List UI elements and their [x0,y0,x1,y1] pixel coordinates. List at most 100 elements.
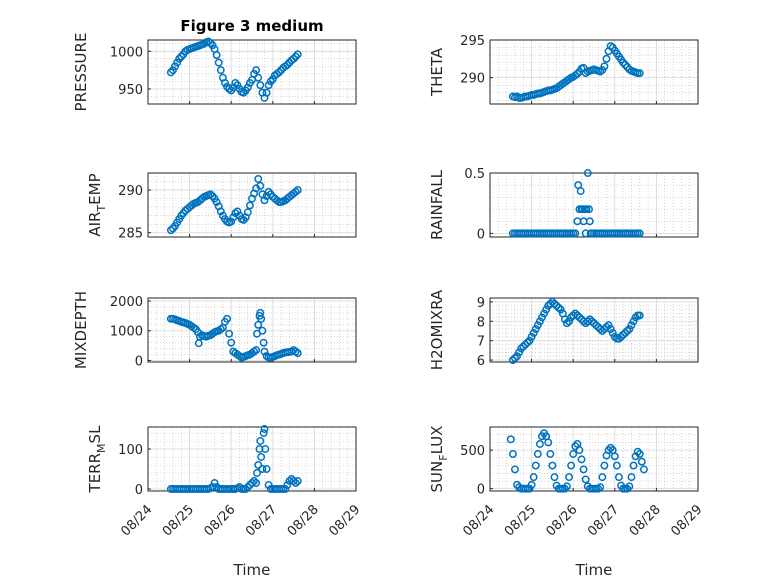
data-point [608,328,617,337]
data-point [563,319,571,328]
data-point [216,66,225,75]
y-axis-label-subscript: M [95,443,108,453]
data-point [542,305,551,314]
data-point [577,455,586,464]
data-point [291,52,300,61]
y-tick-label: 0 [477,227,485,242]
x-tick-label: 08/26 [202,502,239,539]
data-point [283,60,292,69]
data-point [529,473,538,482]
x-tick-label: 08/27 [585,502,622,539]
data-point [610,452,619,461]
data-point [519,342,528,351]
data-point [621,328,630,337]
data-point [635,69,644,78]
data-point [245,201,254,210]
data-point [252,479,261,487]
y-axis-label: THETA [428,47,446,97]
data-point [254,73,263,82]
y-axis-label-main: TERR [86,453,104,494]
axes-box [147,172,357,238]
data-point [166,68,175,77]
data-point [250,477,259,485]
data-point [177,52,186,61]
data-point [258,326,267,335]
data-point [260,196,269,205]
y-axis-label: MIXDEPTH [72,291,90,369]
data-point [590,319,598,328]
data-point [256,81,265,90]
data-point [521,340,530,349]
data-point [548,461,557,470]
data-point [206,190,215,199]
y-tick-label: 290 [460,72,485,87]
data-point [533,321,542,330]
data-point [576,187,585,196]
data-point [291,187,300,196]
data-point [252,66,261,75]
data-point [231,78,240,87]
data-point [615,334,623,343]
x-tick-label: 08/28 [285,502,322,539]
data-point [619,58,628,67]
data-point [548,297,557,306]
subplot-theta: 290 295 THETA [428,34,699,105]
data-point [166,226,175,235]
data-point [552,301,561,310]
data-point [585,315,594,324]
data-point [567,461,576,470]
y-axis-label-main: PRESSURE [72,33,90,112]
x-tick-label: 08/25 [160,502,197,539]
y-tick-label: 9 [477,296,485,311]
y-tick-label: 0 [135,355,143,370]
data-point [531,325,540,333]
data-point [259,429,268,437]
data-point [625,325,634,333]
data-point [508,450,517,458]
data-point [592,321,601,330]
y-axis-label-main: THETA [428,47,446,97]
y-tick-label: 950 [118,83,143,98]
data-point [571,229,580,238]
data-point [254,320,263,329]
data-point [581,475,590,484]
x-tick-label: 08/26 [544,502,581,539]
data-point [243,83,252,92]
y-axis-label: AIRTEMP [86,173,108,236]
axes-box [489,172,699,238]
data-point [206,39,215,47]
subplot-sun_flux: 0 500 08/24 08/25 08/26 08/27 08/28 08/29 SUNFLU… [428,426,705,540]
data-point [617,332,625,341]
data-point [585,205,593,214]
data-point [513,352,521,361]
data-point [583,169,592,177]
data-point [515,348,524,357]
data-point [239,88,248,97]
data-point [257,453,266,461]
data-point [596,483,605,492]
data-point [602,54,611,63]
data-point [525,336,534,345]
x-axis-label-right: Time [575,561,613,579]
data-point [258,465,267,473]
data-point [533,450,542,458]
data-point [266,77,275,86]
data-point [627,321,636,330]
data-point [511,354,519,363]
data-point [546,450,555,458]
data-point [256,437,265,445]
data-point [252,346,261,355]
axes-box [147,39,357,105]
data-point [214,58,223,67]
data-point [260,425,269,433]
x-tick-label: 08/27 [243,502,280,539]
axes-box [147,297,357,363]
y-axis-label: PRESSURE [72,33,90,112]
y-tick-label: 500 [460,444,485,459]
data-point [293,477,302,485]
y-axis-label: TERRMSL [86,425,108,494]
y-axis-label: H2OMIXRA [428,289,446,370]
data-point [212,51,221,60]
y-tick-label: 6 [477,354,485,369]
x-tick-label: 08/29 [326,502,363,539]
